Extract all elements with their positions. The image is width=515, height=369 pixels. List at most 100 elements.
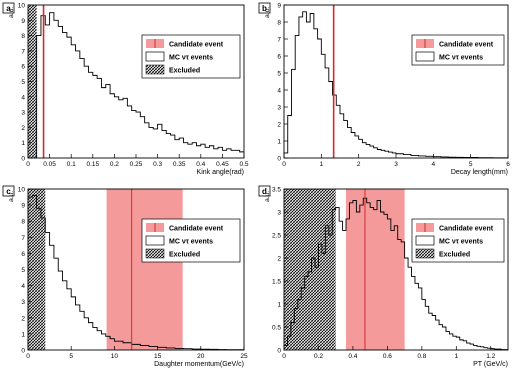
y-tick-label: 6 xyxy=(21,64,25,71)
x-tick-label: 3 xyxy=(394,161,398,168)
x-tick-label: 0.4 xyxy=(348,353,357,360)
x-tick-label: 10 xyxy=(111,353,119,360)
panel-tag-box xyxy=(2,2,15,14)
excluded-region xyxy=(284,189,336,350)
panel-tag: a xyxy=(2,2,15,14)
y-axis-label: a.u. xyxy=(264,191,271,202)
y-tick-label: 6 xyxy=(21,251,25,258)
panel-tag-label: d xyxy=(262,187,267,196)
legend: Candidate event MC ντ events Excluded xyxy=(411,218,505,263)
y-tick-label: 8 xyxy=(277,20,281,27)
x-axis-label: PT (GeV/c) xyxy=(473,361,508,368)
x-tick-label: 1 xyxy=(454,353,458,360)
panel-a: a 0 0.05 0.1 0.15 0.2 0.25 0.3 0.35 0.4 0.45 0.5 0 1 2… xyxy=(2,2,249,176)
y-tick-label: 7 xyxy=(277,37,281,44)
y-tick-label: 8 xyxy=(21,33,25,40)
legend: Candidate event MC ντ events xyxy=(411,34,505,66)
y-tick-label: 1 xyxy=(21,331,25,338)
y-tick-label: 5 xyxy=(277,71,281,78)
x-tick-label: 6 xyxy=(506,161,510,168)
x-tick-label: 2 xyxy=(357,161,361,168)
mc-histogram xyxy=(28,12,244,159)
x-tick-label: 25 xyxy=(240,353,248,360)
legend: Candidate event MC ντ events Excluded xyxy=(141,218,241,263)
y-tick-label: 9 xyxy=(277,3,281,10)
y-tick-label: 8 xyxy=(21,219,25,226)
y-tick-label: 4 xyxy=(21,94,25,101)
panel-tag: d xyxy=(258,185,271,197)
y-tick-label: 5 xyxy=(21,267,25,274)
y-tick-label: 3 xyxy=(277,105,281,112)
y-tick-label: 0 xyxy=(277,156,281,163)
excluded-region xyxy=(28,189,46,350)
panel-tag-label: c xyxy=(6,187,11,196)
x-tick-label: 0 xyxy=(26,161,30,168)
excluded-region xyxy=(28,5,37,158)
legend-label: Excluded xyxy=(439,252,470,259)
legend-label: Candidate event xyxy=(169,42,224,49)
plot-frame xyxy=(283,188,509,351)
y-axis-label: a.u. xyxy=(8,7,15,18)
mc-histogram xyxy=(283,197,508,350)
x-tick-label: 5 xyxy=(69,353,73,360)
panel-tag: b xyxy=(258,2,271,14)
legend-label: Excluded xyxy=(169,252,200,259)
panel-b: b 0 1 2 3 4 5 6 0 1 2 3 4 5 6 7 8 9 Decay length(mm) a.u. Ca… xyxy=(258,2,510,176)
y-tick-label: 0.5 xyxy=(272,325,281,332)
legend-swatch-excluded xyxy=(145,64,165,75)
mc-histogram xyxy=(27,194,244,351)
y-tick-label: 7 xyxy=(21,48,25,55)
x-tick-label: 20 xyxy=(197,353,205,360)
y-tick-label: 4 xyxy=(21,283,25,290)
y-tick-label: 2 xyxy=(21,125,25,132)
x-tick-label: 0.35 xyxy=(173,161,186,168)
plot-frame xyxy=(27,4,245,159)
y-tick-label: 2 xyxy=(21,315,25,322)
y-tick-label: 1 xyxy=(277,139,281,146)
panel-tag-box xyxy=(258,185,271,197)
panel-tag: c xyxy=(2,185,15,197)
panel-d: d 0 0.2 0.4 0.6 0.8 1 1.2 0 0.5 1 1.5 2 2.5 3 3.5 PT (Ge… xyxy=(258,185,509,368)
y-tick-label: 0 xyxy=(21,156,25,163)
legend-swatch-mc xyxy=(415,235,435,246)
x-tick-label: 5 xyxy=(469,161,473,168)
y-tick-label: 10 xyxy=(18,3,26,10)
x-tick-label: 0.05 xyxy=(43,161,56,168)
legend-label: MC ντ events xyxy=(439,55,483,62)
x-tick-label: 0.1 xyxy=(67,161,76,168)
x-tick-label: 0.6 xyxy=(383,353,392,360)
panel-tag-label: b xyxy=(262,4,267,13)
y-tick-label: 3.5 xyxy=(272,187,281,194)
plot-frame xyxy=(283,4,509,159)
y-tick-label: 2.5 xyxy=(272,233,281,240)
y-tick-label: 6 xyxy=(277,54,281,61)
legend: Candidate event MC ντ events Excluded xyxy=(141,34,241,79)
y-tick-label: 10 xyxy=(18,187,26,194)
panel-c: c 0 5 10 15 20 25 0 1 2 3 4 5 6 7 8 9 10 Daughter momentum… xyxy=(2,185,248,368)
legend-label: Excluded xyxy=(169,68,200,75)
panel-tag-box xyxy=(258,2,271,14)
legend-label: Candidate event xyxy=(439,226,494,233)
x-tick-label: 0.2 xyxy=(110,161,119,168)
y-tick-label: 0 xyxy=(277,348,281,355)
y-tick-label: 3 xyxy=(21,110,25,117)
y-tick-label: 7 xyxy=(21,235,25,242)
x-tick-label: 1 xyxy=(320,161,324,168)
y-tick-label: 3 xyxy=(277,210,281,217)
x-tick-label: 0.25 xyxy=(130,161,143,168)
y-tick-label: 0 xyxy=(21,348,25,355)
y-axis-label: a.u. xyxy=(264,7,271,18)
y-tick-label: 1 xyxy=(21,140,25,147)
legend-swatch-excluded xyxy=(145,248,165,259)
x-tick-label: 1.2 xyxy=(486,353,495,360)
legend-swatch-excluded xyxy=(415,248,435,259)
x-tick-label: 0.2 xyxy=(314,353,323,360)
mc-histogram xyxy=(283,11,508,159)
x-tick-label: 0 xyxy=(282,353,286,360)
legend-label: MC ντ events xyxy=(169,239,213,246)
x-axis-label: Kink angle(rad) xyxy=(197,169,244,176)
legend-label: Candidate event xyxy=(169,226,224,233)
x-tick-label: 0.8 xyxy=(417,353,426,360)
legend-swatch-mc xyxy=(415,51,435,62)
